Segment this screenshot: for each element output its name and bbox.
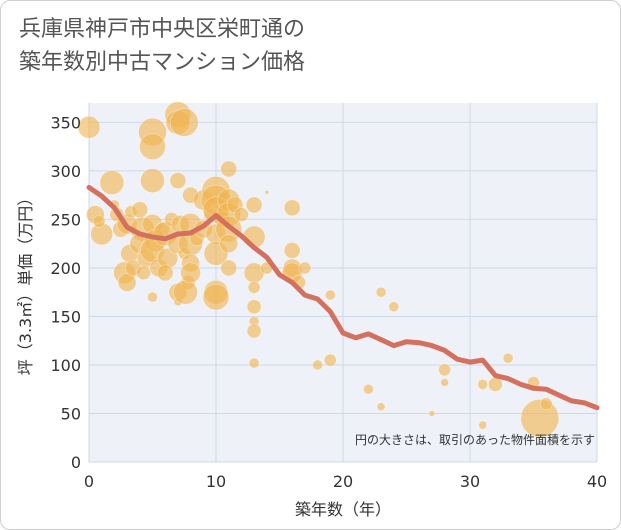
bubble	[202, 283, 230, 311]
y-tick-label: 250	[50, 210, 81, 229]
bubbles-layer	[77, 101, 560, 438]
bubble	[234, 207, 249, 222]
bubble	[477, 379, 489, 390]
grid	[88, 103, 598, 463]
bubble	[220, 160, 237, 178]
size-note: 円の大きさは、取引のあった物件面積を示す	[355, 432, 595, 447]
y-tick-label: 50	[61, 404, 81, 423]
bubble	[298, 261, 312, 275]
bubble	[117, 273, 137, 292]
bubble	[502, 352, 514, 364]
bubble	[283, 242, 301, 259]
bubble	[246, 323, 262, 339]
x-tick-label: 10	[206, 472, 226, 491]
bubble	[520, 399, 560, 438]
bubble	[246, 299, 262, 315]
bubble	[131, 201, 149, 219]
x-tick-label: 30	[460, 472, 480, 491]
x-tick-label: 40	[587, 472, 607, 491]
x-tick-label: 20	[333, 472, 353, 491]
x-tick-labels: 0 10 20 30 40	[84, 472, 607, 491]
bubble	[139, 133, 166, 160]
y-tick-label: 200	[50, 259, 81, 278]
title-line-1: 兵庫県神戸市中央区栄町通の	[19, 17, 306, 42]
bubble	[312, 359, 323, 371]
bubble	[376, 402, 386, 411]
bubble	[156, 264, 174, 282]
bubble	[136, 265, 151, 281]
bubble	[169, 108, 199, 137]
bubble	[245, 196, 263, 214]
bubble	[283, 199, 301, 217]
bubble	[77, 115, 101, 139]
bubble	[375, 286, 387, 298]
x-tick-label: 0	[84, 472, 94, 491]
bubble	[140, 168, 165, 193]
x-axis-label: 築年数（年）	[295, 500, 391, 519]
bubble	[147, 291, 158, 303]
y-tick-label: 350	[50, 113, 81, 132]
y-tick-label: 300	[50, 162, 81, 181]
bubble	[478, 420, 488, 430]
bubble	[539, 397, 553, 411]
bubble	[440, 378, 449, 387]
y-tick-label: 0	[71, 453, 81, 472]
bubble	[323, 353, 337, 367]
chart-title: 兵庫県神戸市中央区栄町通の 築年数別中古マンション価格	[19, 13, 305, 79]
bubble	[247, 281, 261, 294]
bubble	[438, 363, 451, 377]
bubble	[169, 172, 187, 189]
bubble	[488, 377, 503, 392]
trend-line	[86, 184, 600, 411]
bubble	[363, 383, 374, 395]
y-axis-label: 坪（3.3㎡）単価（万円）	[16, 190, 35, 375]
bubble	[180, 262, 201, 284]
bubble	[173, 279, 198, 305]
bubble	[428, 410, 436, 417]
y-tick-labels: 0 50 100 150 200 250 300 350	[50, 113, 81, 472]
bubble	[388, 301, 400, 313]
bubble	[92, 215, 106, 228]
bubble	[220, 259, 237, 277]
bubble	[264, 189, 270, 195]
bubble	[324, 289, 336, 301]
bubble	[99, 170, 125, 195]
y-tick-label: 150	[50, 307, 81, 326]
bubble	[248, 357, 260, 369]
title-line-2: 築年数別中古マンション価格	[19, 50, 306, 75]
bubble	[219, 234, 238, 253]
y-tick-label: 100	[50, 356, 81, 375]
